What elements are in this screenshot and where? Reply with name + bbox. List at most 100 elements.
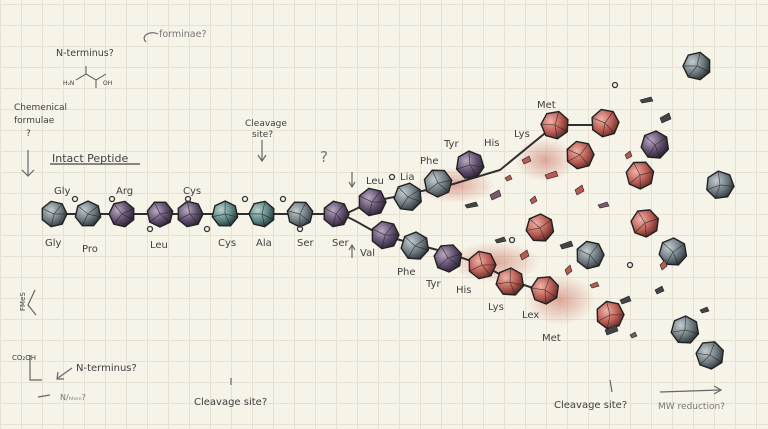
fragment-shard-icon <box>604 324 619 336</box>
fragment-shard-icon <box>519 249 530 261</box>
lower-fragment-bead-10 <box>596 300 625 330</box>
chain-bead-5 <box>177 200 204 228</box>
upper-branch-label-1: Leu <box>366 176 384 187</box>
upper-branch-label-5: His <box>484 138 500 149</box>
left-axis-label-1: FMeS <box>19 292 27 311</box>
n-terminus-top-label: N-terminus? <box>56 48 114 59</box>
chain-bead-8 <box>286 201 314 228</box>
upper-fragment-bead-3 <box>423 169 453 198</box>
upper-fragment-bead-6 <box>591 108 620 138</box>
lower-fragment-bead-13 <box>566 140 595 170</box>
chain-bottom-label-6: Ser <box>297 238 315 249</box>
formulae-top-label: forminae? <box>159 29 207 40</box>
fragment-shard-icon <box>654 285 665 295</box>
chain-bead-9 <box>323 200 350 228</box>
fragment-shard-icon <box>521 155 532 165</box>
fragment-shard-icon <box>529 195 538 205</box>
fragment-shard-icon <box>619 295 632 305</box>
chain-bottom-label-1: Gly <box>45 238 62 249</box>
fragment-shard-icon <box>659 259 668 271</box>
lower-branch-label-2: Phe <box>397 267 416 278</box>
upper-fragment-bead-5 <box>540 110 569 140</box>
fragment-shard-icon <box>597 201 610 209</box>
chain-top-label-2: Arg <box>116 186 133 197</box>
chem-formula-label-line3: ? <box>26 129 31 139</box>
chain-bottom-label-7: Ser <box>332 238 350 249</box>
fragment-shard-icon <box>564 264 573 276</box>
fragment-shard-icon <box>624 150 633 160</box>
lower-fragment-bead-7 <box>576 240 605 270</box>
nh-bottom-label: N/ₕₕₑₙ? <box>60 393 86 402</box>
lower-branch-label-5: Lys <box>488 302 504 313</box>
fragment-shard-icon <box>559 240 574 250</box>
chem-formula-label-line2: formulae <box>14 116 55 126</box>
amino-acid-labels: Gly Arg Cys Gly Pro Leu Cys Ala Ser Ser Leu Lia Phe T… <box>45 100 561 344</box>
fragment-shard-icon <box>699 306 710 314</box>
lower-branch-label-4: His <box>456 285 472 296</box>
fragment-shard-icon <box>639 96 654 104</box>
mw-reduction-label: MW reduction? <box>658 402 725 412</box>
chain-top-label-1: Gly <box>54 186 71 197</box>
lower-fragment-bead-12 <box>695 341 724 370</box>
lower-fragment-bead-3 <box>433 244 463 273</box>
fragment-shard-icon <box>574 184 585 196</box>
left-axis-label-2: CO₂OH <box>12 354 36 362</box>
intact-peptide-title: Intact Peptide <box>52 152 128 165</box>
bead-layer <box>41 51 735 370</box>
chain-top-label-3: Cys <box>183 186 201 197</box>
fragment-shard-icon <box>489 189 502 201</box>
upper-fragment-bead-9 <box>706 170 735 200</box>
upper-branch-label-6: Lys <box>514 129 530 140</box>
fragment-shard-icon <box>504 174 513 182</box>
lower-fragment-bead-1 <box>371 220 400 250</box>
chain-bottom-label-2: Pro <box>82 244 98 255</box>
lower-fragment-bead-8 <box>658 237 688 266</box>
chem-formula-label-line1: Chemenical <box>14 103 67 113</box>
n-terminus-bottom-label: N-terminus? <box>76 363 137 374</box>
upper-fragment-bead-2 <box>393 182 422 212</box>
lower-fragment-bead-2 <box>400 231 430 260</box>
lower-branch-label-6: Lex <box>522 310 539 321</box>
chain-bottom-label-4: Cys <box>218 238 236 249</box>
upper-fragment-bead-1 <box>358 187 387 217</box>
lower-fragment-bead-4 <box>468 250 497 280</box>
upper-branch-label-3: Phe <box>420 156 439 167</box>
cleavage-bottom-right-label: Cleavage site? <box>554 400 627 411</box>
lower-fragment-bead-11 <box>670 315 700 344</box>
cleavage-top-label-line1: Cleavage <box>245 119 287 129</box>
chain-bead-6 <box>211 200 239 227</box>
chain-bead-3 <box>108 200 135 228</box>
upper-fragment-bead-10 <box>682 51 711 81</box>
upper-branch-label-4: Tyr <box>443 139 459 150</box>
lower-branch-label-7: Met <box>542 333 561 344</box>
fragment-shard-icon <box>494 236 507 244</box>
lower-fragment-bead-14 <box>525 213 555 242</box>
molecule-structure-icon <box>75 66 107 88</box>
cleavage-bottom-left-label: Cleavage site? <box>194 397 267 408</box>
fragment-shard-icon <box>629 331 638 339</box>
structure-label-b: OH <box>103 80 112 87</box>
chain-bottom-label-3: Leu <box>150 240 168 251</box>
upper-branch-label-2: Lia <box>400 172 414 183</box>
question-mark: ? <box>320 148 328 166</box>
fragment-shard-icon <box>589 281 600 289</box>
fragment-shard-icon <box>659 112 672 124</box>
fragment-shard-icon <box>464 201 479 209</box>
chain-bead-4 <box>146 201 174 228</box>
lower-fragment-bead-6 <box>530 276 560 305</box>
structure-label-a: H₂N <box>63 80 74 87</box>
carbonyl-markers <box>71 81 634 269</box>
arrow-icon <box>143 32 159 43</box>
chain-bottom-label-5: Ala <box>256 238 272 249</box>
chain-bead-2 <box>74 200 102 227</box>
fragment-shard-icon <box>544 170 559 180</box>
lower-branch-label-3: Tyr <box>425 279 441 290</box>
cleavage-top-label-line2: site? <box>252 130 273 140</box>
annotation-arrows <box>21 32 723 398</box>
chain-bead-1 <box>41 200 68 228</box>
lower-fragment-bead-9 <box>630 209 660 238</box>
chain-bead-7 <box>248 200 275 228</box>
upper-fragment-bead-7 <box>640 130 670 159</box>
